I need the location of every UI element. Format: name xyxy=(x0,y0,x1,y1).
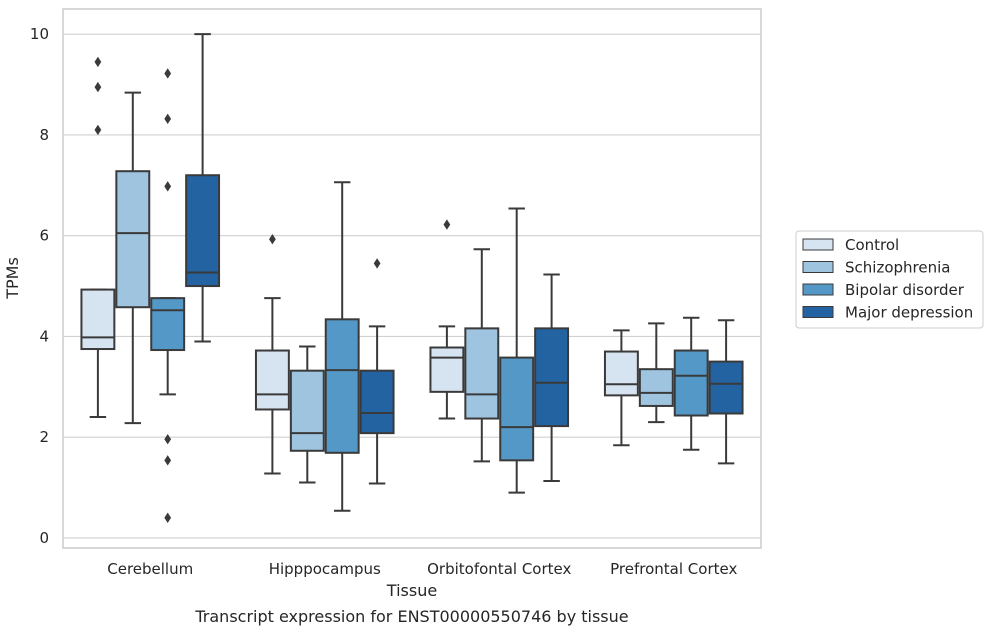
legend-swatch xyxy=(802,306,834,318)
box-iqr xyxy=(708,360,744,415)
box-iqr xyxy=(254,349,290,411)
series-bipolar-disorder xyxy=(150,68,709,523)
box-plot-element xyxy=(80,56,116,419)
outlier-point xyxy=(443,219,451,230)
outlier-point xyxy=(164,455,172,466)
x-axis-label: Tissue xyxy=(386,581,437,600)
box-plot-series xyxy=(80,33,744,523)
y-tick-label: 2 xyxy=(39,428,49,446)
x-tick-label: Cerebellum xyxy=(107,560,193,578)
y-tick-label: 10 xyxy=(30,25,49,43)
box-plot-element xyxy=(185,33,221,343)
box-iqr xyxy=(324,318,360,454)
series-control xyxy=(80,56,639,475)
legend-frame xyxy=(795,230,984,329)
outlier-point xyxy=(164,113,172,124)
box-iqr xyxy=(638,368,674,407)
box-plot-element xyxy=(708,319,744,465)
box-plot-element xyxy=(359,258,395,485)
box-plot-element xyxy=(673,316,709,451)
legend-entry-label: Control xyxy=(845,236,899,254)
outlier-point xyxy=(164,434,172,445)
legend-entry-label: Bipolar disorder xyxy=(845,281,965,299)
box-plot-element xyxy=(150,68,186,523)
legend-swatch xyxy=(802,238,834,251)
box-iqr xyxy=(673,349,709,417)
series-major-depression xyxy=(185,33,744,485)
box-iqr xyxy=(603,350,639,397)
y-tick-label: 0 xyxy=(39,529,49,547)
box-plot-element xyxy=(603,329,639,447)
chart-caption: Transcript expression for ENST0000055074… xyxy=(194,607,628,626)
box-iqr xyxy=(150,297,186,352)
legend-swatch xyxy=(802,283,834,296)
y-tick-label: 6 xyxy=(39,227,49,245)
box-iqr xyxy=(359,369,395,435)
legend: Control Schizophrenia Bipolar disorder Majo… xyxy=(795,230,984,329)
box-plot-element xyxy=(534,273,570,483)
box-plot-element xyxy=(499,207,535,494)
series-schizophrenia xyxy=(115,91,674,484)
box-iqr xyxy=(464,327,500,420)
legend-swatch xyxy=(802,261,834,273)
box-plot-element xyxy=(429,219,465,420)
box-iqr xyxy=(499,356,535,462)
box-plot-element xyxy=(115,91,151,425)
y-tick-label: 8 xyxy=(39,126,49,144)
outlier-point xyxy=(164,181,172,192)
box-plot-element xyxy=(289,345,325,484)
outlier-point xyxy=(164,68,172,79)
x-axis-tick-labels: Cerebellum Hipppocampus Orbitofontal Corte… xyxy=(107,560,737,578)
y-axis-tick-labels: 0 2 4 6 8 10 xyxy=(30,25,49,547)
box-plot-element xyxy=(324,181,360,512)
outlier-point xyxy=(94,124,102,136)
box-iqr xyxy=(289,369,325,452)
legend-entry-label: Schizophrenia xyxy=(845,259,950,277)
box-iqr xyxy=(80,288,116,351)
box-plot-element xyxy=(638,322,674,424)
outlier-point xyxy=(269,234,276,245)
x-tick-label: Prefrontal Cortex xyxy=(610,560,737,578)
box-plot-element xyxy=(464,248,500,463)
plot-area-frame xyxy=(62,8,762,549)
x-tick-label: Hipppocampus xyxy=(269,560,381,578)
outlier-point xyxy=(94,56,102,68)
x-tick-label: Orbitofontal Cortex xyxy=(427,560,571,578)
box-iqr xyxy=(429,346,465,393)
box-iqr xyxy=(115,170,151,309)
y-axis-label: TPMs xyxy=(3,257,22,300)
outlier-point xyxy=(94,81,102,93)
box-iqr xyxy=(185,174,221,288)
box-iqr xyxy=(534,327,570,428)
outlier-point xyxy=(164,512,172,523)
outlier-point xyxy=(373,258,381,269)
legend-entry-label: Major depression xyxy=(845,304,973,322)
y-tick-label: 4 xyxy=(39,327,49,345)
box-plot-element xyxy=(254,234,290,475)
